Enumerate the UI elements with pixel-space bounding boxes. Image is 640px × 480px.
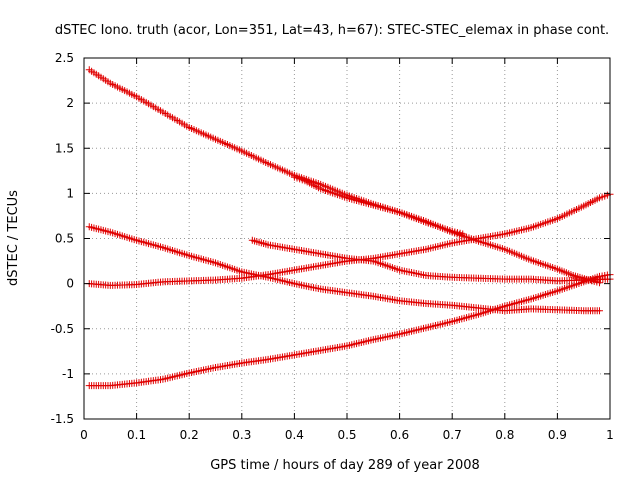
y-tick-label: 2 [66, 96, 74, 110]
data-points [85, 66, 614, 390]
x-tick-label: 1 [606, 428, 614, 442]
x-tick-label: 0.9 [548, 428, 567, 442]
y-tick-label: -1.5 [51, 412, 74, 426]
y-tick-label: 1.5 [55, 141, 74, 155]
series-sat-c [85, 190, 614, 289]
x-tick-label: 0.1 [127, 428, 146, 442]
y-axis-label: dSTEC / TECUs [6, 190, 21, 286]
y-tick-label: 2.5 [55, 51, 74, 65]
data-point [595, 307, 603, 315]
grid [84, 58, 610, 419]
y-tick-label: 0.5 [55, 232, 74, 246]
y-tick-label: 0 [66, 277, 74, 291]
series-sat-a [85, 66, 603, 287]
data-point [459, 230, 467, 238]
chart-title: dSTEC Iono. truth (acor, Lon=351, Lat=43… [55, 23, 609, 38]
data-point [595, 279, 603, 287]
y-tick-label: -1 [62, 367, 74, 381]
series-sat-d [85, 271, 614, 390]
y-tick-label: 1 [66, 186, 74, 200]
x-tick-label: 0.4 [285, 428, 304, 442]
x-tick-label: 0.7 [443, 428, 462, 442]
x-tick-label: 0.8 [495, 428, 514, 442]
series-sat-f [290, 173, 467, 238]
x-tick-label: 0.6 [390, 428, 409, 442]
axis-ticks: 0 0.1 0.2 0.3 0.4 0.5 0.6 0.7 0.8 0.9 1 -1.5 -1 -0.5 0… [51, 51, 614, 442]
y-tick-label: -0.5 [51, 322, 74, 336]
x-tick-label: 0.2 [180, 428, 199, 442]
series-sat-b [85, 223, 603, 315]
x-tick-label: 0.3 [232, 428, 251, 442]
x-tick-label: 0.5 [337, 428, 356, 442]
series-sat-e [248, 236, 614, 285]
x-tick-label: 0 [80, 428, 88, 442]
x-axis-label: GPS time / hours of day 289 of year 2008 [210, 458, 480, 473]
